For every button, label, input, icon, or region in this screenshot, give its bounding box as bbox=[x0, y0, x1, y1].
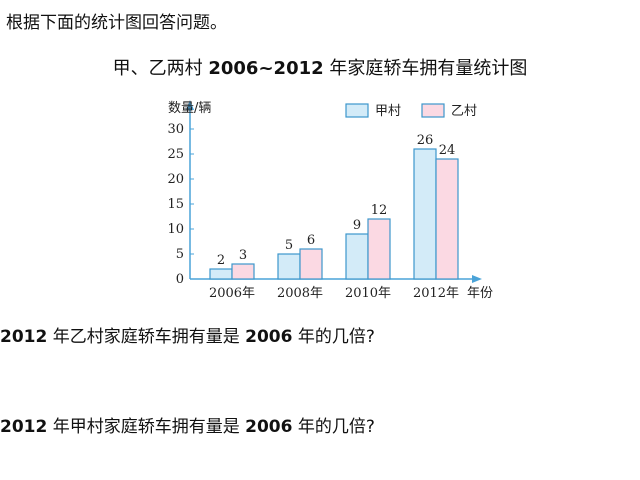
chart-title-prefix: 甲、乙两村 bbox=[112, 58, 209, 79]
y-axis-arrow bbox=[186, 100, 194, 110]
question-2-end: 年的几倍? bbox=[292, 417, 375, 437]
bar-value-label: 9 bbox=[353, 218, 361, 233]
x-tick-label: 2010年 bbox=[345, 286, 391, 301]
question-1: 2012 年乙村家庭轿车拥有量是 2006 年的几倍? bbox=[0, 322, 375, 347]
bar-series-1 bbox=[345, 233, 369, 280]
question-1-end: 年的几倍? bbox=[292, 327, 375, 347]
legend-swatch bbox=[421, 103, 445, 118]
bar-value-label: 2 bbox=[217, 253, 225, 268]
question-2-text: 年甲村家庭轿车拥有量是 bbox=[47, 417, 246, 437]
y-tick-label: 15 bbox=[167, 197, 184, 212]
chart-title-suffix: 年家庭轿车拥有量统计图 bbox=[323, 58, 528, 79]
bar-series-2 bbox=[231, 263, 255, 280]
y-tick-label: 25 bbox=[167, 147, 184, 162]
bar-value-label: 3 bbox=[239, 248, 247, 263]
chart-title: 甲、乙两村 2006~2012 年家庭轿车拥有量统计图 bbox=[0, 54, 640, 80]
question-1-year: 2012 bbox=[0, 327, 48, 347]
x-axis-arrow bbox=[472, 275, 482, 283]
chart-title-year-start: 2006 bbox=[208, 58, 259, 79]
bar-series-2 bbox=[367, 218, 391, 280]
y-tick-label: 0 bbox=[176, 272, 184, 287]
bar-series-2 bbox=[435, 158, 459, 280]
legend-label: 甲村 bbox=[375, 104, 401, 119]
x-tick-label: 2008年 bbox=[277, 286, 323, 301]
bar-series-2 bbox=[299, 248, 323, 280]
question-2: 2012 年甲村家庭轿车拥有量是 2006 年的几倍? bbox=[0, 412, 375, 437]
x-tick-label: 2012年 bbox=[413, 286, 459, 301]
y-tick-label: 10 bbox=[167, 222, 184, 237]
chart-title-tilde: ~ bbox=[258, 58, 274, 79]
bar-series-1 bbox=[209, 268, 233, 280]
bar-value-label: 12 bbox=[371, 203, 388, 218]
instruction-text: 根据下面的统计图回答问题。 bbox=[6, 13, 227, 33]
x-axis-label: 年份 bbox=[467, 286, 493, 301]
bar-value-label: 26 bbox=[417, 133, 434, 148]
y-tick-label: 20 bbox=[167, 172, 184, 187]
x-tick-label: 2006年 bbox=[209, 286, 255, 301]
question-1-base-year: 2006 bbox=[245, 327, 293, 347]
chart-title-year-end: 2012 bbox=[273, 58, 324, 79]
y-tick-label: 5 bbox=[176, 247, 184, 262]
bar-value-label: 5 bbox=[285, 238, 293, 253]
question-2-year: 2012 bbox=[0, 417, 48, 437]
legend-swatch bbox=[345, 103, 369, 118]
legend-label: 乙村 bbox=[451, 104, 477, 119]
question-1-text: 年乙村家庭轿车拥有量是 bbox=[47, 327, 246, 347]
bar-value-label: 6 bbox=[307, 233, 315, 248]
y-tick-label: 30 bbox=[167, 122, 184, 137]
question-2-base-year: 2006 bbox=[245, 417, 293, 437]
bar-series-1 bbox=[413, 148, 437, 280]
bar-value-label: 24 bbox=[439, 143, 456, 158]
bar-series-1 bbox=[277, 253, 301, 280]
y-axis-label: 数量/辆 bbox=[168, 101, 211, 116]
